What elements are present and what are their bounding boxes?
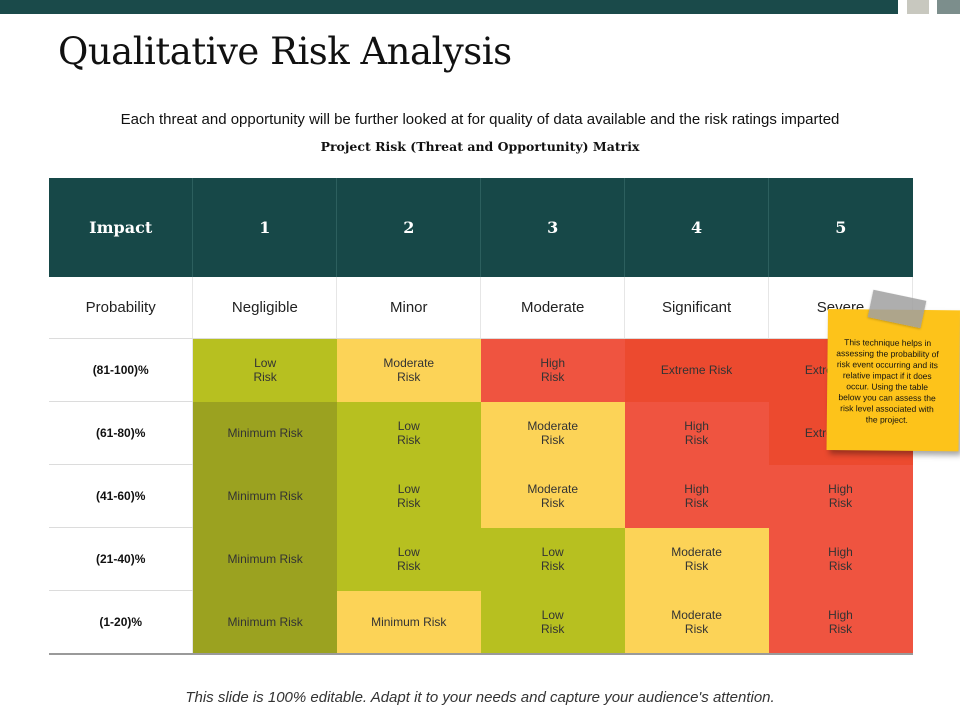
subheader-significant: Significant <box>624 277 770 339</box>
risk-cell-text: High <box>828 545 853 559</box>
top-accent-bar <box>0 0 898 14</box>
risk-cell-text: Risk <box>397 433 421 447</box>
risk-cell: High Risk <box>624 464 769 528</box>
risk-cell-text: Low <box>397 419 420 433</box>
risk-cell-text: Risk <box>684 433 709 447</box>
table-row: (61-80)% Minimum Risk Low Risk Moderate Ri… <box>49 401 913 465</box>
row-label: (81-100)% <box>49 338 194 402</box>
risk-cell: Minimum Risk <box>192 590 337 655</box>
risk-cell: Extreme Risk <box>624 338 769 402</box>
risk-cell-text: Risk <box>684 621 709 636</box>
matrix-header-row: Impact 1 2 3 4 5 <box>49 178 913 277</box>
row-label: (21-40)% <box>49 527 194 591</box>
risk-cell: High Risk <box>624 401 769 465</box>
header-impact-2: 2 <box>336 178 482 277</box>
page-title: Qualitative Risk Analysis <box>58 30 512 73</box>
risk-cell-text: High <box>540 356 566 371</box>
subheader-minor: Minor <box>336 277 482 339</box>
risk-cell: Low Risk <box>480 590 625 655</box>
header-impact-4: 4 <box>624 178 770 277</box>
risk-cell: High Risk <box>768 527 913 591</box>
risk-cell-text: High <box>828 482 853 496</box>
risk-cell-text: Risk <box>541 433 565 447</box>
risk-cell-text: Risk <box>541 370 565 385</box>
risk-cell-text: Moderate <box>527 419 579 433</box>
row-label: (1-20)% <box>49 590 194 655</box>
risk-cell-text: Risk <box>828 621 853 636</box>
sticky-note-text: This technique helps in assessing the pr… <box>836 337 939 425</box>
risk-cell: Moderate Risk <box>480 464 625 528</box>
risk-cell: Low Risk <box>336 401 481 465</box>
subheader-negligible: Negligible <box>192 277 338 339</box>
risk-cell-text: Risk <box>828 496 853 510</box>
risk-cell: Minimum Risk <box>192 527 337 591</box>
risk-cell: Moderate Risk <box>480 401 625 465</box>
matrix-title: Project Risk (Threat and Opportunity) Ma… <box>320 139 640 154</box>
risk-cell-text: Extreme Risk <box>660 363 733 378</box>
risk-cell-text: Risk <box>541 621 565 636</box>
risk-cell-text: Risk <box>541 559 565 573</box>
risk-cell-text: High <box>684 482 709 496</box>
risk-cell-text: Minimum Risk <box>371 614 447 629</box>
matrix-subheader-row: Probability Negligible Minor Moderate Si… <box>49 277 913 339</box>
accent-square-light <box>907 0 929 14</box>
sticky-note: This technique helps in assessing the pr… <box>826 309 960 452</box>
risk-cell-text: Risk <box>397 496 421 510</box>
risk-cell: Minimum Risk <box>336 590 481 655</box>
risk-cell: Low Risk <box>336 464 481 528</box>
subtitle: Each threat and opportunity will be furt… <box>120 111 840 128</box>
risk-cell-text: Risk <box>684 559 709 573</box>
risk-cell-text: Minimum Risk <box>227 489 303 503</box>
risk-cell-text: Low <box>541 545 564 559</box>
risk-cell-text: Minimum Risk <box>227 426 303 440</box>
table-row: (21-40)% Minimum Risk Low Risk Low Risk Mo… <box>49 527 913 591</box>
table-row: (81-100)% Low Risk Moderate Risk High Risk … <box>49 338 913 402</box>
risk-cell-text: Moderate <box>671 607 722 622</box>
risk-cell-text: Risk <box>253 370 277 385</box>
header-impact: Impact <box>49 178 194 277</box>
subheader-moderate: Moderate <box>480 277 626 339</box>
risk-cell-text: Risk <box>397 559 421 573</box>
risk-cell-text: Moderate <box>671 545 722 559</box>
risk-cell-text: Risk <box>397 370 421 385</box>
risk-cell-text: Low <box>541 607 564 622</box>
risk-cell-text: High <box>684 419 709 433</box>
risk-cell-text: Low <box>397 545 420 559</box>
risk-cell-text: Risk <box>541 496 565 510</box>
risk-cell-text: Low <box>254 356 277 371</box>
risk-cell: Low Risk <box>480 527 625 591</box>
risk-cell: Moderate Risk <box>336 338 481 402</box>
risk-cell-text: High <box>828 607 853 622</box>
risk-cell-text: Low <box>397 482 420 496</box>
risk-cell: Minimum Risk <box>192 401 337 465</box>
header-impact-3: 3 <box>480 178 626 277</box>
risk-cell: High Risk <box>768 590 913 655</box>
row-label: (41-60)% <box>49 464 194 528</box>
risk-cell: Moderate Risk <box>624 590 769 655</box>
risk-cell: High Risk <box>768 464 913 528</box>
risk-cell: Moderate Risk <box>624 527 769 591</box>
risk-cell-text: Moderate <box>383 356 435 371</box>
risk-cell: Low Risk <box>192 338 337 402</box>
risk-cell: Minimum Risk <box>192 464 337 528</box>
risk-cell-text: Risk <box>684 496 709 510</box>
table-row: (1-20)% Minimum Risk Minimum Risk Low Ris… <box>49 590 913 655</box>
risk-cell-text: Minimum Risk <box>227 614 303 629</box>
risk-cell-text: Risk <box>828 559 853 573</box>
row-label: (61-80)% <box>49 401 194 465</box>
header-impact-5: 5 <box>768 178 913 277</box>
table-row: (41-60)% Minimum Risk Low Risk Moderate Ri… <box>49 464 913 528</box>
risk-cell-text: Minimum Risk <box>227 552 303 566</box>
risk-cell: High Risk <box>480 338 625 402</box>
risk-cell-text: Moderate <box>527 482 579 496</box>
subheader-probability: Probability <box>49 277 194 339</box>
accent-square-dark <box>937 0 960 14</box>
risk-matrix: Impact 1 2 3 4 5 Probability Negligible … <box>49 178 913 655</box>
risk-cell: Low Risk <box>336 527 481 591</box>
footer-note: This slide is 100% editable. Adapt it to… <box>185 689 775 706</box>
header-impact-1: 1 <box>192 178 338 277</box>
